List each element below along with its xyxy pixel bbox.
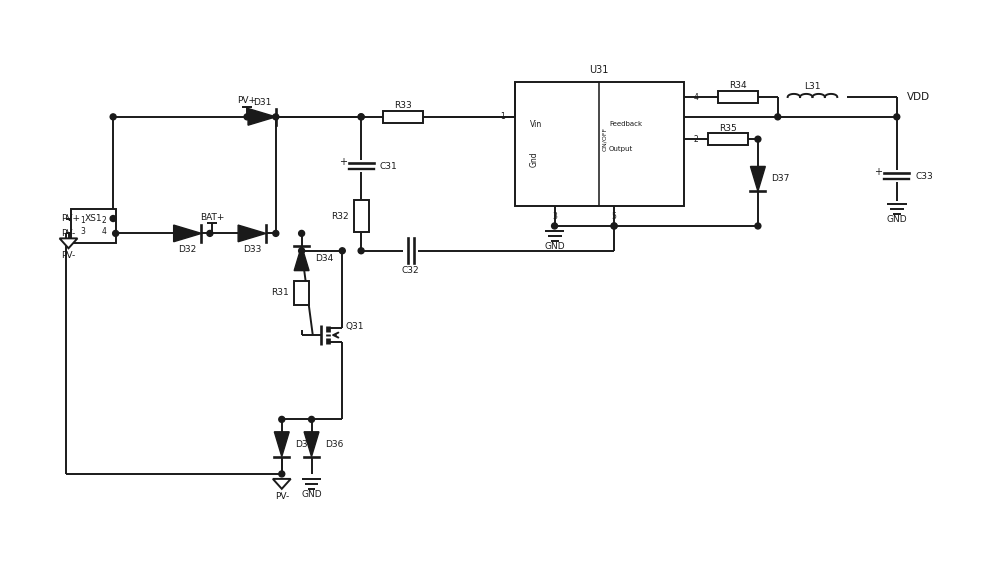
Text: GND: GND [544,242,565,251]
Text: R34: R34 [729,82,747,91]
Circle shape [273,230,279,237]
Circle shape [273,114,279,120]
Circle shape [110,114,116,120]
Circle shape [611,223,617,229]
Circle shape [110,216,116,221]
Text: U31: U31 [590,65,609,75]
Bar [515,82,684,206]
Text: +: + [874,167,882,177]
Text: D31: D31 [253,98,271,107]
Bar [354,200,369,232]
Text: PV-: PV- [61,229,75,238]
Bar [718,91,758,103]
Bar [708,133,748,145]
Bar [71,209,116,243]
Text: Output: Output [609,146,633,152]
Circle shape [279,417,285,422]
Polygon shape [750,166,765,191]
Circle shape [358,248,364,254]
Text: R31: R31 [271,289,289,297]
Circle shape [755,136,761,142]
Text: 1: 1 [80,216,85,225]
Text: PV-: PV- [61,251,76,260]
Text: 4: 4 [102,228,107,237]
Bar [383,110,423,123]
Circle shape [358,114,364,120]
Circle shape [894,114,900,120]
Polygon shape [273,479,291,489]
Text: Q31: Q31 [346,322,364,331]
Text: Vin: Vin [530,120,542,129]
Circle shape [299,248,305,254]
Text: BAT+: BAT+ [200,213,225,222]
Circle shape [552,223,558,229]
Circle shape [113,230,119,237]
Circle shape [339,248,345,254]
Circle shape [207,230,213,237]
Circle shape [775,114,781,120]
Polygon shape [60,238,77,248]
Text: R35: R35 [719,123,737,132]
Text: 1: 1 [500,112,505,121]
Text: C33: C33 [915,172,933,181]
Polygon shape [238,225,266,242]
Text: 4: 4 [693,92,698,101]
Text: D32: D32 [178,245,197,254]
Text: ON/OFF: ON/OFF [602,127,607,151]
Text: XS1: XS1 [84,214,102,223]
Circle shape [299,230,305,237]
Text: VDD: VDD [907,92,930,102]
Text: 2: 2 [102,216,107,225]
Polygon shape [274,432,289,457]
Polygon shape [294,246,309,271]
Circle shape [244,114,250,120]
Text: D36: D36 [325,440,343,449]
Text: L31: L31 [804,82,821,91]
Text: D37: D37 [771,174,790,183]
Bar [294,281,309,305]
Text: 3: 3 [552,212,557,221]
Circle shape [358,114,364,120]
Text: GND: GND [886,215,907,224]
Text: R33: R33 [394,101,412,110]
Text: PV+: PV+ [238,96,257,105]
Text: C31: C31 [379,162,397,171]
Text: +: + [339,157,347,167]
Text: 2: 2 [693,135,698,144]
Text: Feedback: Feedback [609,121,642,127]
Text: PV+: PV+ [61,214,80,223]
Polygon shape [304,432,319,457]
Circle shape [279,471,285,477]
Circle shape [755,223,761,229]
Circle shape [309,417,315,422]
Text: D34: D34 [315,254,333,263]
Text: D33: D33 [243,245,261,254]
Text: 5: 5 [612,212,617,221]
Text: C32: C32 [402,266,420,275]
Polygon shape [248,109,276,125]
Text: PV-: PV- [275,492,289,501]
Text: Gnd: Gnd [530,151,539,167]
Text: R32: R32 [331,212,349,221]
Polygon shape [174,225,201,242]
Text: GND: GND [301,490,322,499]
Text: D35: D35 [295,440,314,449]
Text: 3: 3 [80,228,85,237]
Circle shape [611,223,617,229]
